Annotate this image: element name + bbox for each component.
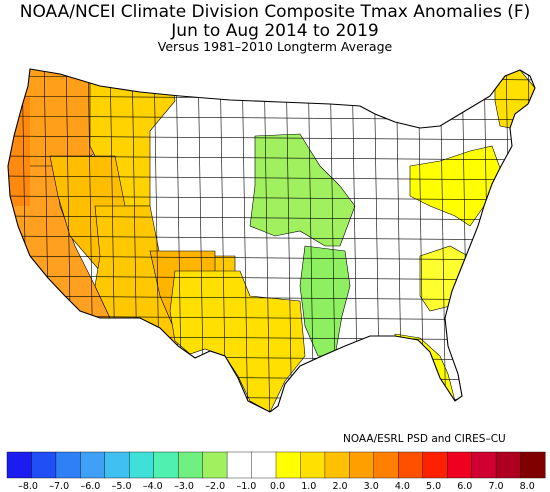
colorbar-swatch bbox=[349, 451, 375, 479]
us-climate-division-map bbox=[7, 68, 536, 413]
colorbar-swatch bbox=[129, 451, 155, 479]
map-title: NOAA/NCEI Climate Division Composite Tma… bbox=[19, 2, 531, 22]
colorbar-swatch bbox=[6, 451, 32, 479]
colorbar-swatch bbox=[471, 451, 497, 479]
map-subtitle: Versus 1981–2010 Longterm Average bbox=[157, 39, 393, 54]
colorbar-tick-label: 6.0 bbox=[457, 481, 472, 492]
colorbar-labels: –8.0 –7.0 –6.0 –5.0 –4.0 –3.0 –2.0 –1.0 0.0 1.0 2.… bbox=[18, 481, 535, 492]
colorbar-swatch bbox=[300, 451, 326, 479]
colorbar-tick-label: –4.0 bbox=[143, 481, 163, 492]
colorbar-tick-label: 8.0 bbox=[520, 481, 535, 492]
colorbar-tick-label: –2.0 bbox=[205, 481, 225, 492]
colorbar-swatch bbox=[520, 451, 546, 479]
colorbar-swatch bbox=[275, 451, 301, 479]
colorbar-swatch bbox=[153, 451, 179, 479]
colorbar-swatch bbox=[31, 451, 57, 479]
colorbar-tick-label: –5.0 bbox=[112, 481, 132, 492]
colorbar-tick-label: –1.0 bbox=[236, 481, 256, 492]
colorbar-tick-label: 7.0 bbox=[488, 481, 503, 492]
us-outline bbox=[7, 68, 536, 413]
colorbar-legend: –8.0 –7.0 –6.0 –5.0 –4.0 –3.0 –2.0 –1.0 0.0 1.0 2.… bbox=[6, 451, 546, 492]
colorbar-swatches bbox=[6, 451, 546, 479]
colorbar-swatch bbox=[398, 451, 424, 479]
colorbar-swatch bbox=[324, 451, 350, 479]
region-west-coast-shelf bbox=[8, 96, 30, 206]
colorbar-tick-label: 3.0 bbox=[364, 481, 379, 492]
data-credit: NOAA/ESRL PSD and CIRES–CU bbox=[343, 433, 506, 445]
colorbar-swatch bbox=[104, 451, 130, 479]
colorbar-tick-label: 4.0 bbox=[395, 481, 410, 492]
colorbar-tick-label: 5.0 bbox=[426, 481, 441, 492]
colorbar-tick-label: –7.0 bbox=[49, 481, 69, 492]
colorbar-swatch bbox=[177, 451, 204, 479]
colorbar-tick-label: –8.0 bbox=[18, 481, 38, 492]
colorbar-swatch bbox=[495, 451, 522, 479]
colorbar-swatch bbox=[422, 451, 448, 479]
colorbar-swatch bbox=[446, 451, 473, 479]
colorbar-tick-label: 0.0 bbox=[270, 481, 285, 492]
colorbar-tick-label: 2.0 bbox=[332, 481, 347, 492]
colorbar-swatch bbox=[202, 451, 228, 479]
colorbar-tick-label: –6.0 bbox=[80, 481, 100, 492]
colorbar-swatch bbox=[226, 451, 253, 479]
colorbar-swatch bbox=[373, 451, 399, 479]
map-period: Jun to Aug 2014 to 2019 bbox=[171, 21, 379, 41]
colorbar-swatch bbox=[80, 451, 106, 479]
colorbar-tick-label: 1.0 bbox=[301, 481, 316, 492]
colorbar-swatch bbox=[55, 451, 81, 479]
colorbar-swatch bbox=[251, 451, 277, 479]
colorbar-tick-label: –3.0 bbox=[174, 481, 194, 492]
